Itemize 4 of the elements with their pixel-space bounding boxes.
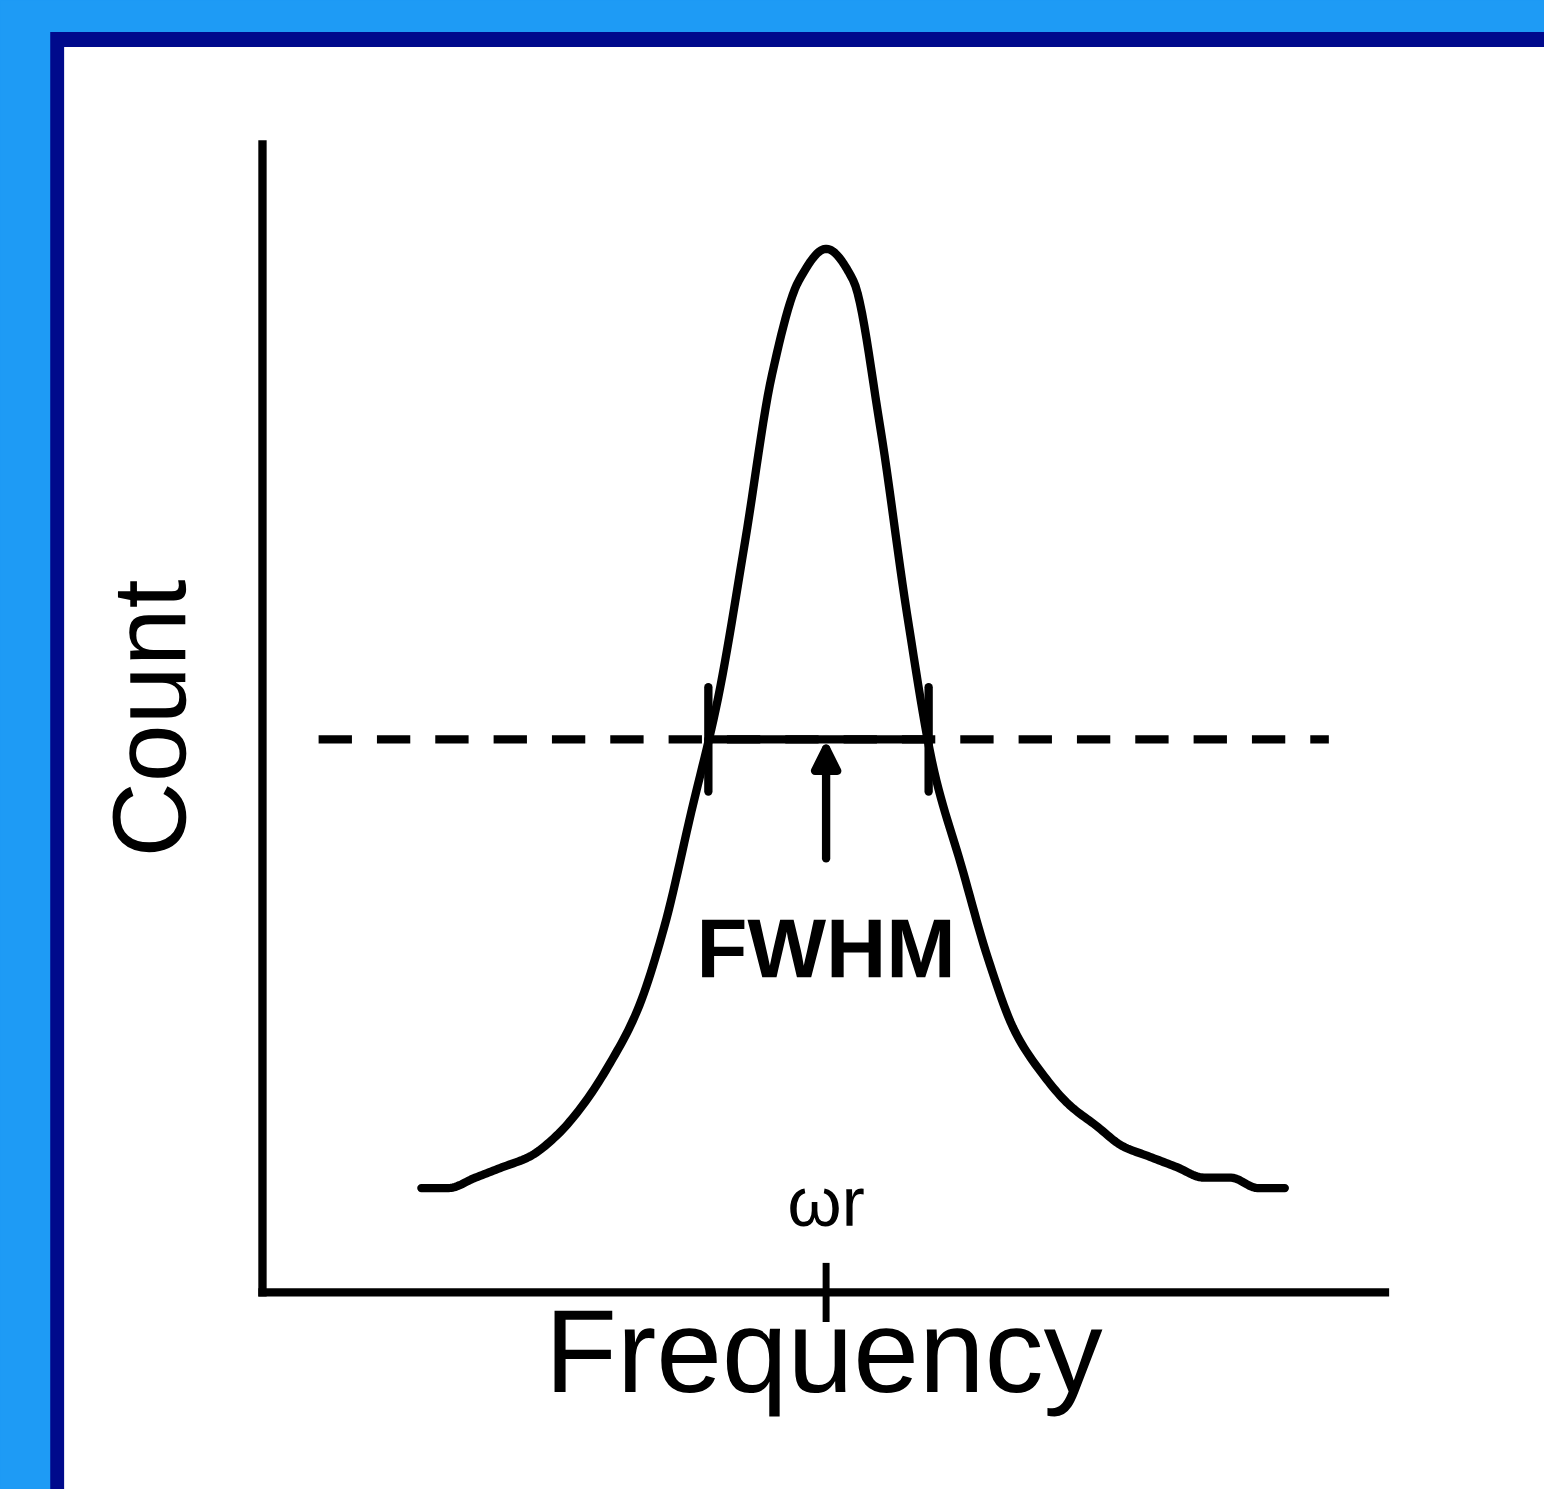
y-axis-title: Count [112, 580, 187, 853]
annotation: ωr [790, 1188, 864, 1227]
annotation: FWHM [702, 919, 951, 978]
x-axis-title: Frequency [554, 1310, 1103, 1417]
